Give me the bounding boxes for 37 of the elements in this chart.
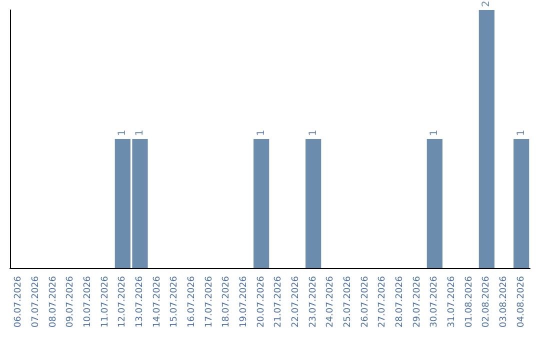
x-tick-label: 21.07.2026 (274, 276, 284, 328)
x-tick-label: 11.07.2026 (100, 276, 110, 328)
x-tick-label: 08.07.2026 (48, 276, 58, 328)
x-tick-label: 24.07.2026 (326, 276, 336, 328)
x-tick-label: 29.07.2026 (412, 276, 422, 328)
x-tick-label: 07.07.2026 (31, 276, 41, 328)
data-label: 1 (516, 130, 527, 136)
x-tick-label: 15.07.2026 (170, 276, 180, 328)
x-tick-label: 14.07.2026 (152, 276, 162, 328)
data-label: 1 (429, 130, 440, 136)
data-label: 1 (117, 130, 128, 136)
x-tick-label: 22.07.2026 (291, 276, 301, 328)
x-tick-label: 27.07.2026 (378, 276, 388, 328)
x-tick-label: 30.07.2026 (430, 276, 440, 328)
x-tick-label: 16.07.2026 (187, 276, 197, 328)
x-tick-label: 25.07.2026 (343, 276, 353, 328)
x-tick-label: 26.07.2026 (360, 276, 370, 328)
data-label: 1 (308, 130, 319, 136)
x-tick-label: 19.07.2026 (239, 276, 249, 328)
x-tick-label: 31.07.2026 (447, 276, 457, 328)
x-tick-label: 28.07.2026 (395, 276, 405, 328)
x-tick-label: 04.08.2026 (516, 276, 526, 328)
x-tick-label: 06.07.2026 (14, 276, 24, 328)
data-label: 1 (134, 130, 146, 136)
x-tick-label: 12.07.2026 (118, 276, 128, 328)
x-tick-label: 18.07.2026 (222, 276, 232, 328)
x-tick-label: 03.08.2026 (499, 276, 509, 328)
x-tick-label: 09.07.2026 (66, 276, 76, 328)
data-label: 2 (481, 0, 492, 7)
x-tick-label: 17.07.2026 (204, 276, 214, 328)
x-tick-label: 02.08.2026 (482, 276, 492, 328)
data-label: 1 (256, 130, 267, 136)
x-tick-label: 13.07.2026 (135, 276, 145, 328)
x-tick-label: 20.07.2026 (256, 276, 266, 328)
x-tick-label: 23.07.2026 (308, 276, 318, 328)
x-tick-label: 01.08.2026 (464, 276, 474, 328)
x-tick-label: 10.07.2026 (83, 276, 93, 328)
